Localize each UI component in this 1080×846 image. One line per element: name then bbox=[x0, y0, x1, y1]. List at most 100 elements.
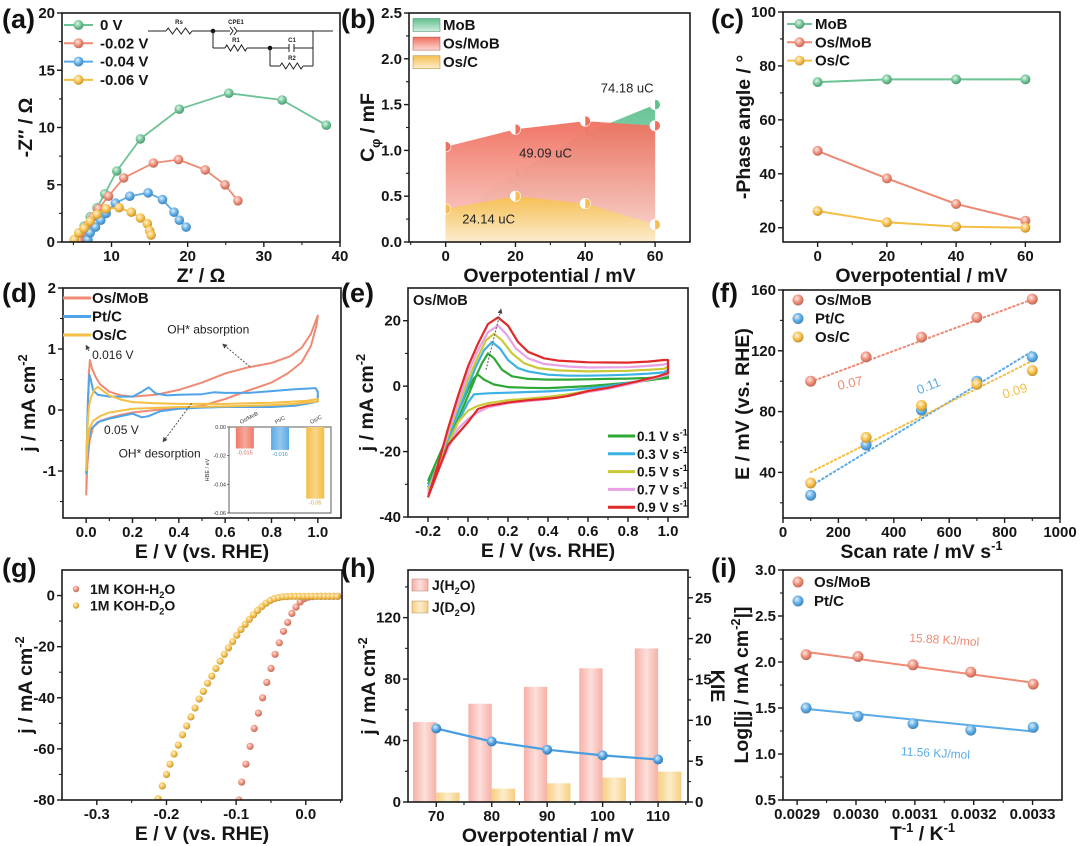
x-tick-label: 400 bbox=[881, 524, 906, 541]
y2-tick-label: 25 bbox=[695, 590, 712, 607]
series-j-d2o bbox=[436, 771, 682, 802]
data-point bbox=[191, 704, 199, 712]
y-tick-label: -20 bbox=[33, 639, 55, 656]
x-axis-title-part: Overpotential / mV bbox=[462, 825, 634, 846]
x-tick-label: 60 bbox=[1017, 248, 1034, 265]
data-point bbox=[431, 723, 442, 734]
x-tick-label: -0.1 bbox=[223, 806, 249, 823]
y-axis-title-part: -2 bbox=[355, 637, 370, 648]
data-point bbox=[1027, 678, 1039, 690]
legend-item-j-h2o: J(H2O) bbox=[411, 577, 475, 596]
x-tick-label: 40 bbox=[948, 248, 965, 265]
series-line bbox=[426, 340, 670, 489]
legend-label: -0.06 V bbox=[100, 72, 148, 89]
data-point bbox=[907, 718, 919, 730]
x-tick-label: 0.6 bbox=[215, 524, 236, 541]
plot-frame bbox=[407, 287, 689, 518]
x-axis-title-part: Overpotential / mV bbox=[835, 265, 1007, 287]
x-tick-label: 30 bbox=[255, 248, 272, 265]
legend-marker bbox=[72, 585, 80, 593]
plot-area bbox=[154, 592, 342, 800]
plot-area bbox=[440, 99, 661, 242]
y-axis-title: E / mV (vs. RHE) bbox=[732, 328, 754, 480]
data-point bbox=[174, 741, 182, 749]
legend-item-mob: MoB bbox=[412, 17, 476, 34]
x-tick-label: 200 bbox=[826, 524, 851, 541]
y-tick-label: 20 bbox=[384, 313, 401, 330]
y-axis-title-part: C bbox=[357, 148, 379, 162]
legend-label: 0.5 V s-1 bbox=[637, 463, 688, 480]
legend-label: 0.3 V s-1 bbox=[637, 445, 688, 462]
legend-label: Os/C bbox=[92, 327, 127, 344]
plot-area bbox=[69, 88, 332, 242]
inset-tick-label: -0.04 bbox=[213, 482, 226, 488]
legend-label: Os/C bbox=[815, 329, 850, 346]
panel-label: (d) bbox=[2, 278, 36, 308]
legend-label: MoB bbox=[443, 17, 476, 34]
bar bbox=[658, 771, 682, 802]
inset-value-label: -0.015 bbox=[237, 451, 253, 457]
x-axis-title-part: -1 bbox=[902, 820, 913, 835]
legend-label: Os/MoB bbox=[814, 574, 871, 591]
y-tick-label: 80 bbox=[384, 671, 401, 688]
y-tick-label: 100 bbox=[751, 4, 776, 21]
data-point bbox=[321, 120, 332, 130]
panel-h: 70 80 90 100 110 0 40 80 120 0 5 10 15 20 25 Overpotent… bbox=[341, 553, 728, 846]
bar bbox=[547, 783, 571, 802]
plot-frame bbox=[62, 287, 342, 519]
legend-item-os-mob: Os/MoB bbox=[412, 36, 500, 53]
series-line bbox=[85, 314, 319, 496]
data-point bbox=[916, 331, 927, 343]
legend-label: -0.02 V bbox=[100, 35, 148, 52]
data-point bbox=[237, 625, 245, 634]
legend-label-part: 2 bbox=[159, 607, 164, 617]
x-tick-label: 40 bbox=[577, 248, 594, 265]
data-point bbox=[246, 742, 254, 750]
annotation-arrow bbox=[162, 403, 192, 443]
legend: Os/MoB Pt/COs/C bbox=[792, 292, 872, 346]
legend-label: MoB bbox=[815, 16, 848, 33]
x-axis-title-part: T bbox=[890, 823, 902, 845]
x-tick-label: 0 bbox=[813, 248, 821, 265]
data-point bbox=[158, 782, 166, 790]
series-os-mob bbox=[805, 293, 1038, 387]
series-line bbox=[85, 373, 319, 475]
data-point bbox=[881, 173, 892, 184]
y-axis-title: j / mA cm-2 bbox=[355, 637, 380, 735]
y-tick-label: 2.5 bbox=[755, 608, 776, 625]
marker-half bbox=[649, 219, 656, 230]
x-tick-label: -0.2 bbox=[154, 806, 180, 823]
subtitle: Os/MoB bbox=[413, 293, 468, 309]
legend-label: Os/C bbox=[443, 54, 478, 71]
data-point bbox=[800, 702, 812, 714]
plot-overlay: 74.18 uC 49.09 uC 24.14 uC bbox=[462, 81, 653, 227]
panel-i: 15.88 KJ/mol 11.56 KJ/mol 0.0029 0.0030 0.00… bbox=[711, 553, 1063, 845]
legend-label: 0 V bbox=[100, 17, 123, 34]
panel-d: -0.015Os/MoB-0.016Pt/C-0.05Os/C0.00-0.02… bbox=[2, 278, 342, 563]
y-tick-label: 2.0 bbox=[381, 51, 402, 68]
data-point bbox=[112, 166, 122, 176]
y-tick-label: -20 bbox=[379, 444, 401, 461]
circuit-label: CPE1 bbox=[228, 20, 244, 26]
data-point bbox=[125, 191, 135, 201]
plot-area bbox=[800, 649, 1039, 736]
legend-item-0-3-v-s-1: 0.3 V s-1 bbox=[608, 445, 688, 462]
legend-marker bbox=[792, 294, 804, 306]
legend-marker bbox=[794, 55, 805, 66]
data-point bbox=[254, 709, 262, 717]
data-point bbox=[860, 351, 872, 363]
panel-label: (e) bbox=[341, 278, 374, 308]
data-point bbox=[812, 206, 823, 216]
y-axis-title-part: Log[|j / mA cm bbox=[731, 630, 753, 764]
data-point bbox=[267, 664, 275, 673]
annotation: 74.18 uC bbox=[601, 81, 654, 96]
x-axis-title-part: / K bbox=[913, 823, 943, 845]
x-axis-title-part: E / V (vs. RHE) bbox=[135, 823, 269, 845]
legend-label: Pt/C bbox=[92, 309, 122, 326]
data-point bbox=[653, 754, 664, 765]
x-axis-title-part: E / V (vs. RHE) bbox=[481, 540, 615, 562]
legend-label: 1M KOH-H2O bbox=[90, 581, 175, 600]
data-point bbox=[114, 202, 124, 213]
